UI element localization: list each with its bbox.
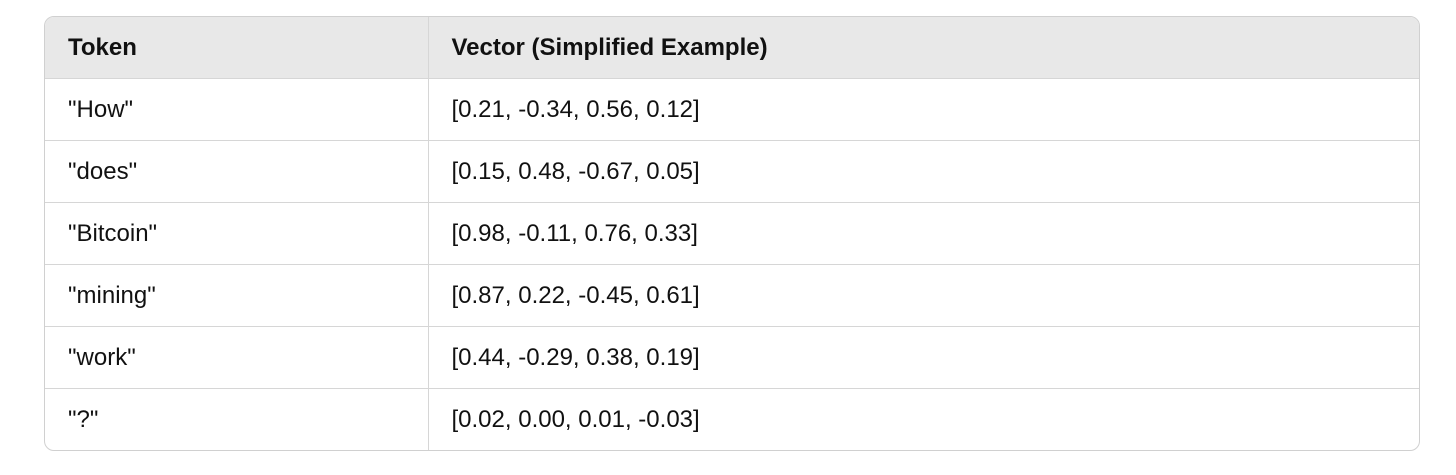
- vector-cell: [0.21, -0.34, 0.56, 0.12]: [428, 78, 1419, 141]
- table-row: "mining" [0.87, 0.22, -0.45, 0.61]: [45, 264, 1419, 327]
- token-cell: "How": [45, 78, 429, 141]
- header-cell: Vector (Simplified Example): [428, 17, 1419, 79]
- table-row: "Bitcoin" [0.98, -0.11, 0.76, 0.33]: [45, 202, 1419, 265]
- vector-cell: [0.44, -0.29, 0.38, 0.19]: [428, 326, 1419, 389]
- header-cell: Token: [45, 17, 429, 79]
- token-cell: "Bitcoin": [45, 202, 429, 265]
- table-container: Token Vector (Simplified Example) "How"[…: [44, 16, 1420, 451]
- table: Token Vector (Simplified Example) "How"[…: [45, 17, 1419, 450]
- table-header: Token Vector (Simplified Example): [45, 17, 1419, 79]
- table-row: "?" [0.02, 0.00, 0.01, -0.03]: [45, 388, 1419, 450]
- token-cell: "?": [45, 388, 429, 450]
- token-cell: "does": [45, 140, 429, 203]
- table-row: "How" [0.21, -0.34, 0.56, 0.12]: [45, 78, 1419, 141]
- vector-cell: [0.87, 0.22, -0.45, 0.61]: [428, 264, 1419, 327]
- table-row: "work" [0.44, -0.29, 0.38, 0.19]: [45, 326, 1419, 389]
- token-cell: "mining": [45, 264, 429, 327]
- vector-cell: [0.15, 0.48, -0.67, 0.05]: [428, 140, 1419, 203]
- vector-cell: [0.98, -0.11, 0.76, 0.33]: [428, 202, 1419, 265]
- token-cell: "work": [45, 326, 429, 389]
- table-row: "does" [0.15, 0.48, -0.67, 0.05]: [45, 140, 1419, 203]
- header-row: Token Vector (Simplified Example): [45, 17, 1419, 79]
- vector-cell: [0.02, 0.00, 0.01, -0.03]: [451, 405, 700, 433]
- table-body: "How" [0.21, -0.34, 0.56, 0.12] "does" [0.1…: [45, 78, 1419, 450]
